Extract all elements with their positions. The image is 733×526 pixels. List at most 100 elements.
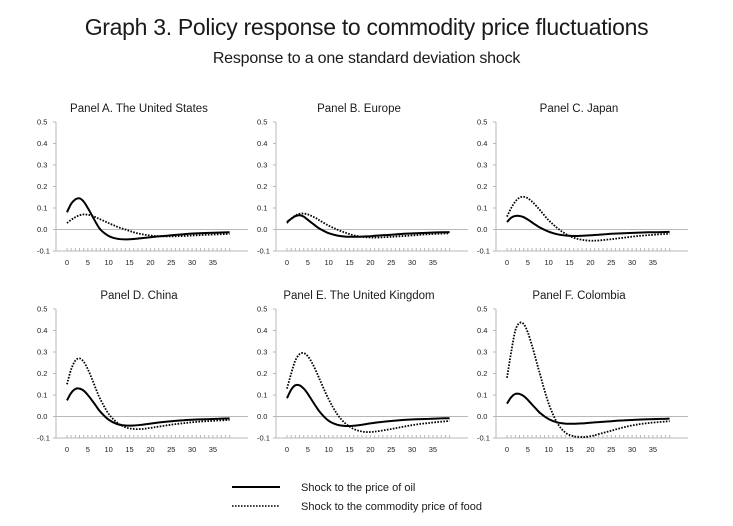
x-tick-label: 0 (65, 258, 69, 267)
x-tick-label: 25 (387, 258, 395, 267)
x-tick-label: 10 (105, 258, 113, 267)
x-tick-label: 30 (408, 445, 416, 454)
y-tick-label: 0.5 (477, 118, 487, 127)
y-tick-label: 0.1 (37, 391, 47, 400)
y-tick-label: 0.3 (37, 161, 47, 170)
x-tick-label: 20 (146, 445, 154, 454)
y-tick-label: 0.2 (477, 182, 487, 191)
y-tick-label: 0.0 (37, 225, 47, 234)
series-line-oil (286, 214, 450, 238)
chart-subtitle: Response to a one standard deviation sho… (212, 50, 521, 67)
x-tick-label: 35 (429, 258, 437, 267)
x-tick-label: 15 (125, 258, 133, 267)
y-tick-label: 0.2 (257, 369, 267, 378)
x-tick-label: 35 (649, 445, 657, 454)
y-tick-label: 0.0 (37, 412, 47, 421)
panel-b: Panel B. Europe -0.1 0.0 0.1 0.2 0.3 0.4 0.5 0 5 1… (257, 103, 468, 267)
x-tick-label: 30 (628, 445, 636, 454)
panel-c: Panel C. Japan -0.1 0.0 0.1 0.2 0.3 0.4 0.5 0 5 10… (477, 103, 688, 267)
series-line-food (286, 352, 450, 433)
x-tick-label: 25 (607, 258, 615, 267)
series-line-food (66, 357, 230, 431)
y-tick-label: 0.1 (257, 204, 267, 213)
y-tick-label: 0.5 (37, 118, 47, 127)
x-tick-label: 35 (649, 258, 657, 267)
y-tick-label: 0.3 (37, 348, 47, 357)
x-tick-label: 15 (565, 258, 573, 267)
y-tick-label: 0.4 (477, 139, 487, 148)
x-tick-label: 15 (565, 445, 573, 454)
y-tick-label: 0.3 (477, 161, 487, 170)
x-tick-label: 5 (306, 445, 310, 454)
x-tick-label: 25 (607, 445, 615, 454)
panel-title: Panel C. Japan (540, 103, 619, 115)
x-tick-label: 10 (545, 445, 553, 454)
y-tick-label: 0.4 (37, 139, 47, 148)
panels-group: Panel A. The United States -0.1 0.0 0.1 0.2 0… (37, 103, 688, 454)
panel-title: Panel E. The United Kingdom (283, 290, 434, 302)
panel-f: Panel F. Colombia -0.1 0.0 0.1 0.2 0.3 0.4 0.5 0… (477, 290, 688, 454)
y-tick-label: -0.1 (257, 247, 270, 256)
x-tick-label: 20 (586, 445, 594, 454)
y-tick-label: 0.2 (37, 369, 47, 378)
x-tick-label: 30 (628, 258, 636, 267)
y-tick-label: 0.4 (257, 326, 267, 335)
x-tick-label: 15 (125, 445, 133, 454)
series-line-food (66, 213, 230, 238)
x-tick-label: 20 (366, 445, 374, 454)
y-tick-label: 0.2 (37, 182, 47, 191)
y-tick-label: 0.3 (477, 348, 487, 357)
x-tick-label: 0 (285, 445, 289, 454)
x-tick-label: 10 (325, 445, 333, 454)
x-tick-label: 20 (366, 258, 374, 267)
x-tick-label: 0 (285, 258, 289, 267)
y-tick-label: 0.1 (477, 204, 487, 213)
x-tick-label: 0 (65, 445, 69, 454)
y-tick-label: -0.1 (257, 434, 270, 443)
x-tick-label: 0 (505, 445, 509, 454)
x-tick-label: 0 (505, 258, 509, 267)
y-tick-label: 0.3 (257, 348, 267, 357)
x-tick-label: 20 (146, 258, 154, 267)
x-tick-label: 5 (86, 445, 90, 454)
y-tick-label: 0.1 (257, 391, 267, 400)
panel-title: Panel F. Colombia (532, 290, 626, 302)
series-line-food (506, 195, 670, 242)
y-tick-label: 0.1 (37, 204, 47, 213)
series-line-food (286, 212, 450, 239)
x-tick-label: 25 (167, 258, 175, 267)
y-tick-label: 0.2 (477, 369, 487, 378)
y-tick-label: 0.2 (257, 182, 267, 191)
series-line-oil (66, 387, 230, 427)
x-tick-label: 5 (306, 258, 310, 267)
x-tick-label: 35 (209, 445, 217, 454)
y-tick-label: 0.5 (257, 305, 267, 314)
series-line-oil (506, 392, 670, 425)
y-tick-label: 0.1 (477, 391, 487, 400)
x-tick-label: 35 (429, 445, 437, 454)
x-tick-label: 25 (167, 445, 175, 454)
series-line-oil (286, 383, 450, 428)
y-tick-label: 0.3 (257, 161, 267, 170)
panel-title: Panel D. China (100, 290, 178, 302)
y-tick-label: 0.5 (477, 305, 487, 314)
y-tick-label: -0.1 (477, 247, 490, 256)
x-tick-label: 5 (526, 258, 530, 267)
panel-title: Panel A. The United States (70, 103, 208, 115)
series-line-oil (66, 197, 230, 241)
panel-a: Panel A. The United States -0.1 0.0 0.1 0.2 0… (37, 103, 248, 267)
y-tick-label: 0.5 (257, 118, 267, 127)
y-tick-label: -0.1 (477, 434, 490, 443)
x-tick-label: 25 (387, 445, 395, 454)
y-tick-label: -0.1 (37, 247, 50, 256)
series-line-oil (506, 214, 670, 237)
y-tick-label: 0.4 (477, 326, 487, 335)
y-tick-label: -0.1 (37, 434, 50, 443)
panel-title: Panel B. Europe (317, 103, 401, 115)
x-tick-label: 15 (345, 258, 353, 267)
x-tick-label: 15 (345, 445, 353, 454)
chart-title: Graph 3. Policy response to commodity pr… (84, 14, 649, 40)
x-tick-label: 5 (526, 445, 530, 454)
y-tick-label: 0.4 (37, 326, 47, 335)
